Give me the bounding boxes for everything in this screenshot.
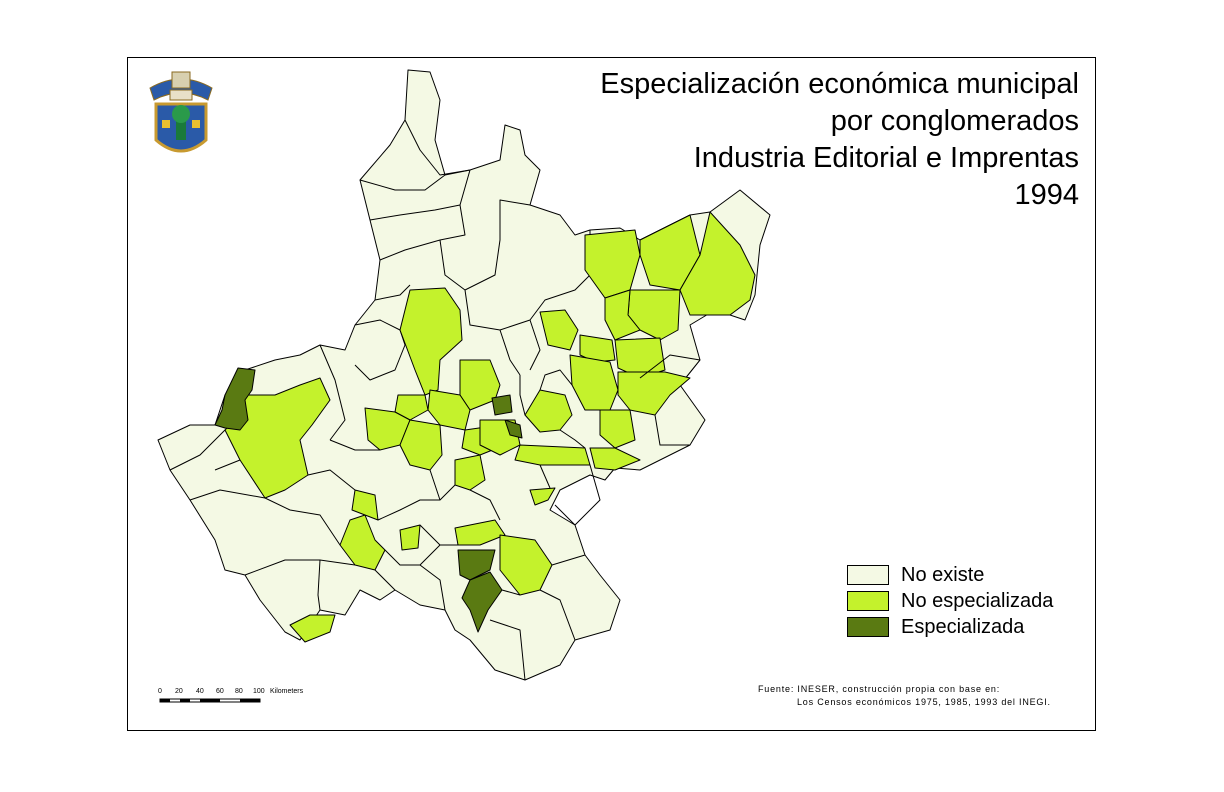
title-line-4: 1994 <box>1014 179 1079 211</box>
region-no-especializada <box>351 489 379 521</box>
scale-tick-label: 100 <box>253 688 265 695</box>
region-no-especializada <box>514 444 591 466</box>
region-no-especializada <box>289 614 336 643</box>
scale-tick-label: 80 <box>235 688 243 695</box>
region-no-especializada <box>454 519 506 546</box>
region-no-especializada <box>529 487 556 506</box>
legend-item-no-especializada: No especializada <box>847 588 1087 614</box>
scale-bar: 0 20 40 60 80 100 Kilometers <box>158 688 338 708</box>
title-line-2: por conglomerados <box>830 105 1079 137</box>
scale-bar-graphic <box>159 698 261 703</box>
legend-label: Especializada <box>901 615 1025 638</box>
legend: No existe No especializada Especializada <box>847 562 1087 640</box>
title-line-1: Especialización económica municipal <box>600 68 1079 100</box>
region-especializada <box>491 394 513 416</box>
region-no-especializada <box>394 394 429 421</box>
map-title: Especialización económica municipal por … <box>519 66 1079 214</box>
scale-tick-label: 20 <box>175 688 183 695</box>
region-no-especializada <box>589 447 641 471</box>
region-no-especializada <box>599 409 636 449</box>
scale-tick-label: 40 <box>196 688 204 695</box>
region-no-especializada <box>679 211 756 316</box>
scale-tick-label: 60 <box>216 688 224 695</box>
region-no-especializada <box>224 377 331 499</box>
region-especializada <box>457 549 496 581</box>
region-no-especializada <box>339 514 386 571</box>
region-no-especializada <box>604 289 641 341</box>
legend-swatch <box>847 591 889 611</box>
map-frame <box>127 57 1096 731</box>
legend-swatch <box>847 565 889 585</box>
legend-swatch <box>847 617 889 637</box>
legend-item-especializada: Especializada <box>847 614 1087 640</box>
region-no-especializada <box>399 524 421 551</box>
legend-label: No especializada <box>901 589 1054 612</box>
region-especializada <box>504 419 523 439</box>
legend-label: No existe <box>901 563 985 586</box>
region-especializada <box>214 367 256 431</box>
source-line-2: Los Censos económicos 1975, 1985, 1993 d… <box>797 697 1051 707</box>
scale-tick-label: 0 <box>158 688 162 695</box>
region-no-especializada <box>617 371 691 416</box>
legend-item-no-existe: No existe <box>847 562 1087 588</box>
title-line-3: Industria Editorial e Imprentas <box>693 142 1079 174</box>
region-no-especializada <box>454 454 486 491</box>
source-line-1: Fuente: INESER, construcción propia con … <box>758 684 1001 694</box>
university-shield-icon <box>142 70 220 162</box>
source-note: Fuente: INESER, construcción propia con … <box>740 683 1060 709</box>
region-no-especializada <box>539 309 579 351</box>
region-especializada <box>461 571 503 633</box>
region-no-especializada <box>399 287 463 396</box>
scale-unit-label: Kilometers <box>270 688 304 695</box>
